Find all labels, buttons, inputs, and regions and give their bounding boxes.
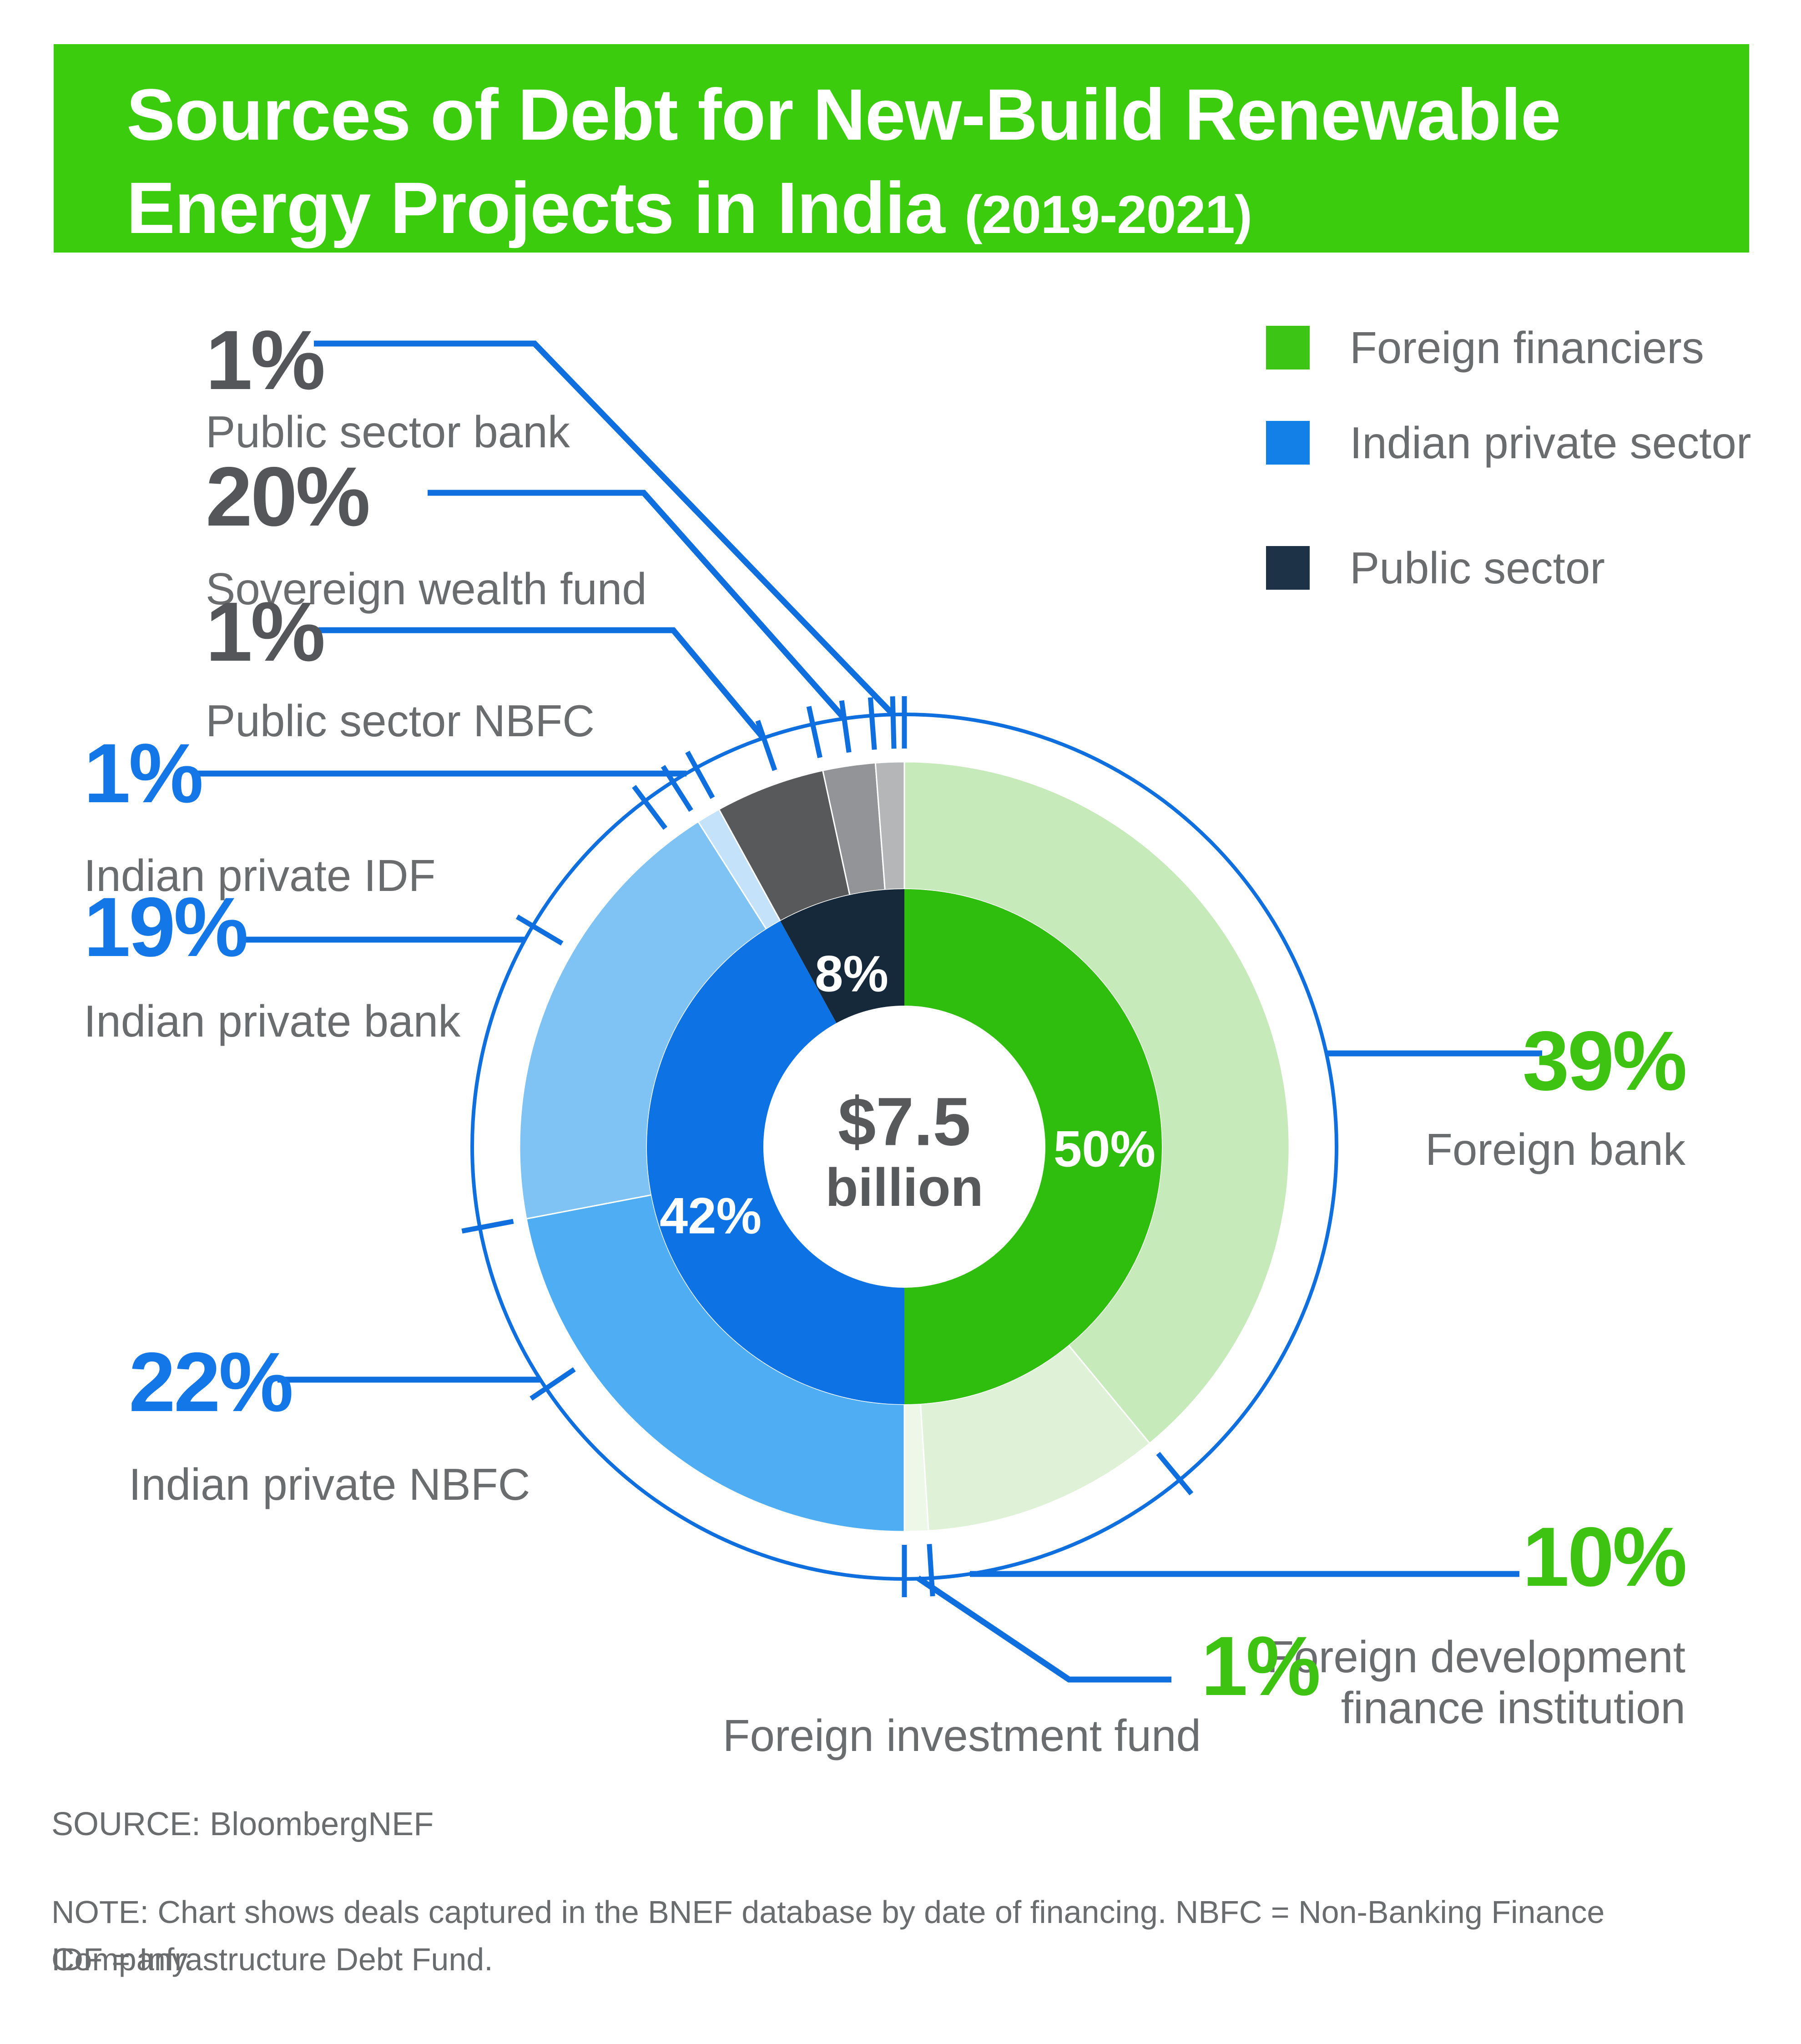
- legend-swatch-blue: [1266, 421, 1310, 465]
- legend-label: Foreign financiers: [1350, 323, 1704, 373]
- note-text-line2: IDF = Infrastructure Debt Fund.: [51, 1942, 493, 1977]
- leader-foreign-investment-fund: [916, 1575, 1171, 1683]
- title-banner: Sources of Debt for New-Build Renewable …: [54, 44, 1749, 253]
- leader-sovereign-wealth-fund: [428, 490, 847, 721]
- inner-ring-pct-foreign: 50%: [1053, 1120, 1156, 1178]
- boundary-tick: [632, 785, 667, 830]
- callout-foreign-dfi-pct: 10%: [1522, 1510, 1687, 1604]
- boundary-tick: [515, 914, 564, 946]
- page-title-main: Sources of Debt for New-Build Renewable …: [126, 74, 1561, 248]
- callout-foreign-investment-fund-label: Foreign investment fund: [722, 1710, 1201, 1761]
- boundary-tick: [530, 1367, 576, 1401]
- callout-foreign-bank-label: Foreign bank: [1425, 1124, 1685, 1174]
- callout-indian-private-bank-label: Indian private bank: [84, 996, 461, 1046]
- legend-swatch-navy: [1266, 546, 1310, 590]
- callout-public-sector-bank-label: Public sector bank: [206, 407, 570, 457]
- inner-slice-public-sector: [780, 889, 904, 1023]
- legend-item-indian-private-sector: Indian private sector: [1266, 418, 1766, 468]
- center-total-unit: billion: [825, 1158, 984, 1218]
- source-text: SOURCE: BloombergNEF: [51, 1806, 434, 1842]
- inner-ring-pct-indian-private: 42%: [659, 1187, 762, 1245]
- boundary-tick: [755, 720, 777, 771]
- inner-ring-pct-public: 8%: [815, 945, 888, 1002]
- boundary-tick: [685, 750, 715, 799]
- callout-indian-private-idf-pct: 1%: [84, 727, 203, 820]
- callout-sovereign-wealth-fund-label: Sovereign wealth fund: [206, 564, 647, 614]
- callout-public-sector-nbfc-pct: 1%: [206, 585, 325, 679]
- leader-public-sector-bank: [314, 340, 895, 717]
- legend-swatch-green: [1266, 326, 1310, 369]
- boundary-tick: [868, 697, 877, 750]
- callout-indian-private-bank-pct: 19%: [84, 880, 248, 974]
- center-total-value: $7.5: [838, 1083, 971, 1160]
- boundary-tick: [1156, 1452, 1194, 1496]
- boundary-tick: [461, 1219, 514, 1234]
- page-title-period: (2019-2021): [964, 185, 1252, 245]
- callout-indian-private-nbfc-pct: 22%: [129, 1336, 293, 1429]
- boundary-tick: [806, 706, 822, 759]
- callout-public-sector-nbfc-label: Public sector NBFC: [206, 696, 595, 746]
- legend-label: Public sector: [1350, 543, 1605, 593]
- callout-sovereign-wealth-fund-pct: 20%: [206, 450, 370, 544]
- inner-slice-indian-private-sector: [646, 921, 904, 1404]
- inner-slice-foreign-financiers: [904, 889, 1162, 1404]
- callout-indian-private-idf-label: Indian private IDF: [84, 850, 436, 901]
- boundary-tick: [839, 700, 852, 753]
- callout-foreign-bank-pct: 39%: [1522, 1014, 1687, 1108]
- legend-label: Indian private sector: [1350, 418, 1751, 468]
- callout-indian-private-nbfc-label: Indian private NBFC: [129, 1459, 530, 1509]
- callout-foreign-dfi-label: Foreign development finance institution: [1266, 1632, 1685, 1733]
- leader-public-sector-nbfc: [318, 627, 766, 740]
- callout-foreign-investment-fund-pct: 1%: [1201, 1619, 1321, 1713]
- outer-slice-foreign-bank: [903, 761, 1290, 1445]
- page-title: Sources of Debt for New-Build Renewable …: [54, 44, 1673, 262]
- callout-public-sector-bank-pct: 1%: [206, 314, 325, 407]
- boundary-tick: [890, 696, 897, 749]
- legend-item-public-sector: Public sector: [1266, 543, 1766, 593]
- legend-item-foreign-financiers: Foreign financiers: [1266, 323, 1766, 373]
- note-text-line1: NOTE: Chart shows deals captured in the …: [51, 1894, 1605, 1977]
